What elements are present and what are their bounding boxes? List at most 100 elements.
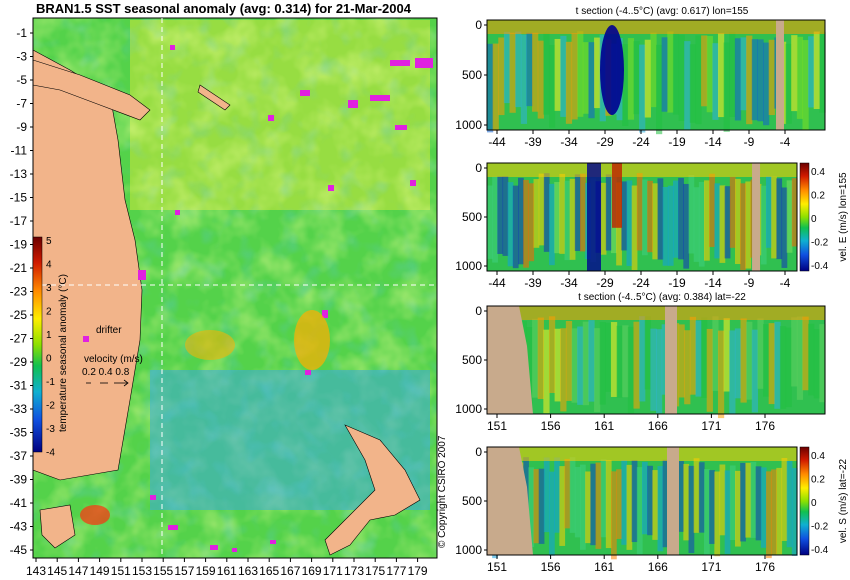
section-stripe (786, 460, 793, 548)
land-solomon (197, 84, 231, 111)
section-stripe (771, 469, 777, 555)
section-stripe (588, 320, 595, 402)
section-stripe (543, 173, 550, 252)
section-stripe (755, 466, 762, 541)
section-stripe (662, 459, 669, 548)
section-stripe (580, 464, 586, 550)
section-stripe (808, 323, 815, 396)
panel-y-tick-label: 1000 (455, 543, 482, 557)
section-stripe (549, 471, 555, 556)
section-stripe (819, 324, 826, 403)
section-stripe (709, 470, 715, 544)
map-x-tick-label: 165 (259, 564, 279, 578)
section-stripe (678, 324, 685, 398)
jet-band (612, 163, 622, 228)
section-stripe (492, 43, 499, 131)
section-panel-3: t section (-4..5°C) (avg: 0.384) lat=-22… (455, 292, 826, 433)
map-colorbar-tick-label: 1 (46, 330, 52, 341)
cold-core (600, 25, 624, 115)
section-stripe (808, 36, 815, 108)
map-y-tick-label: -39 (10, 473, 28, 487)
section-stripe (684, 330, 691, 405)
section-stripe (657, 178, 664, 260)
section-stripe (639, 316, 646, 402)
map-colorbar (32, 236, 43, 453)
section-panel-2: 0 500 1000 -44 -39 -34 -29 -24 -19 -14 -9 -4 0.4 0.2 0… (455, 161, 849, 290)
drifter-label: drifter (96, 325, 122, 336)
section-stripe (642, 179, 648, 256)
section-stripe (698, 462, 705, 533)
section-stripe (611, 471, 617, 560)
section-stripe (588, 42, 595, 119)
panel-x-tick-label: -44 (488, 276, 506, 290)
section-panel-1: t section (-4..5°C) (avg: 0.617) lon=155… (455, 6, 826, 149)
section-stripe (796, 316, 804, 400)
section-stripe (616, 325, 623, 398)
section-stripe (791, 317, 798, 387)
panel-y-tick-label: 0 (475, 304, 482, 318)
land-mask (775, 20, 784, 130)
panel-x-tick-label: 151 (487, 419, 507, 433)
surface-band (487, 20, 825, 34)
map-y-tick-label: -15 (10, 191, 28, 205)
map-colorbar-tick-label: -1 (46, 377, 55, 388)
section-stripe (518, 177, 524, 265)
section-stripe (717, 33, 725, 118)
section-panels: t section (-4..5°C) (avg: 0.617) lon=155… (455, 6, 849, 574)
section-stripe (564, 180, 571, 261)
map-y-tick-label: -31 (10, 379, 28, 393)
velocity-arrows (86, 379, 129, 387)
section-stripe (627, 38, 635, 120)
section-stripe (701, 35, 708, 107)
map-y-tick-label: -29 (10, 355, 28, 369)
panel-x-tick-label: -29 (596, 135, 614, 149)
panel-x-tick-label: 151 (487, 560, 507, 574)
section-stripe (802, 316, 809, 391)
map-x-tick-label: 161 (217, 564, 237, 578)
section-stripe (528, 467, 535, 548)
section-stripe (656, 329, 663, 414)
section-stripe (580, 173, 586, 252)
map-y-tick-label: -5 (16, 73, 27, 87)
section-stripe (509, 32, 516, 113)
panel-x-tick-label: 176 (755, 419, 775, 433)
section-stripe (740, 318, 747, 403)
section-stripe (594, 328, 601, 413)
section-stripe (554, 38, 561, 111)
section-stripe (693, 458, 700, 533)
section-stripe (631, 185, 638, 271)
section-stripe (574, 466, 581, 538)
section-stripe (706, 36, 713, 113)
map-x-tick-label: 171 (323, 564, 343, 578)
section-stripe (751, 329, 758, 413)
map-colorbar-tick-label: -2 (46, 401, 55, 412)
section-stripe (636, 173, 643, 251)
section-stripe (498, 37, 505, 116)
land-mask (667, 447, 679, 555)
section-stripe (621, 181, 628, 251)
section-stripe (600, 182, 607, 255)
map-y-tick-label: -43 (10, 520, 28, 534)
section-stripe (523, 179, 529, 268)
panel-y-tick-label: 1000 (455, 402, 482, 416)
section-stripe (760, 467, 767, 548)
section-stripe (644, 316, 651, 390)
section-stripe (528, 183, 535, 262)
section-stripe (538, 173, 545, 246)
section-stripe (627, 326, 635, 414)
section-stripe (813, 329, 820, 399)
map-y-tick-label: -11 (11, 144, 28, 158)
section-stripe (683, 463, 690, 541)
section-stripe (729, 330, 736, 414)
surface-band (487, 447, 797, 461)
section-stripe (734, 38, 742, 121)
section-stripe (503, 31, 511, 104)
section-stripe (652, 183, 659, 260)
section-stripe (569, 457, 576, 533)
map-colorbar-tick-label: -3 (46, 424, 55, 435)
panel-x-tick-label: 161 (594, 560, 614, 574)
land-mask (752, 163, 761, 271)
section-stripe (633, 41, 640, 115)
section-stripe (554, 457, 560, 533)
section-stripe (763, 324, 770, 397)
